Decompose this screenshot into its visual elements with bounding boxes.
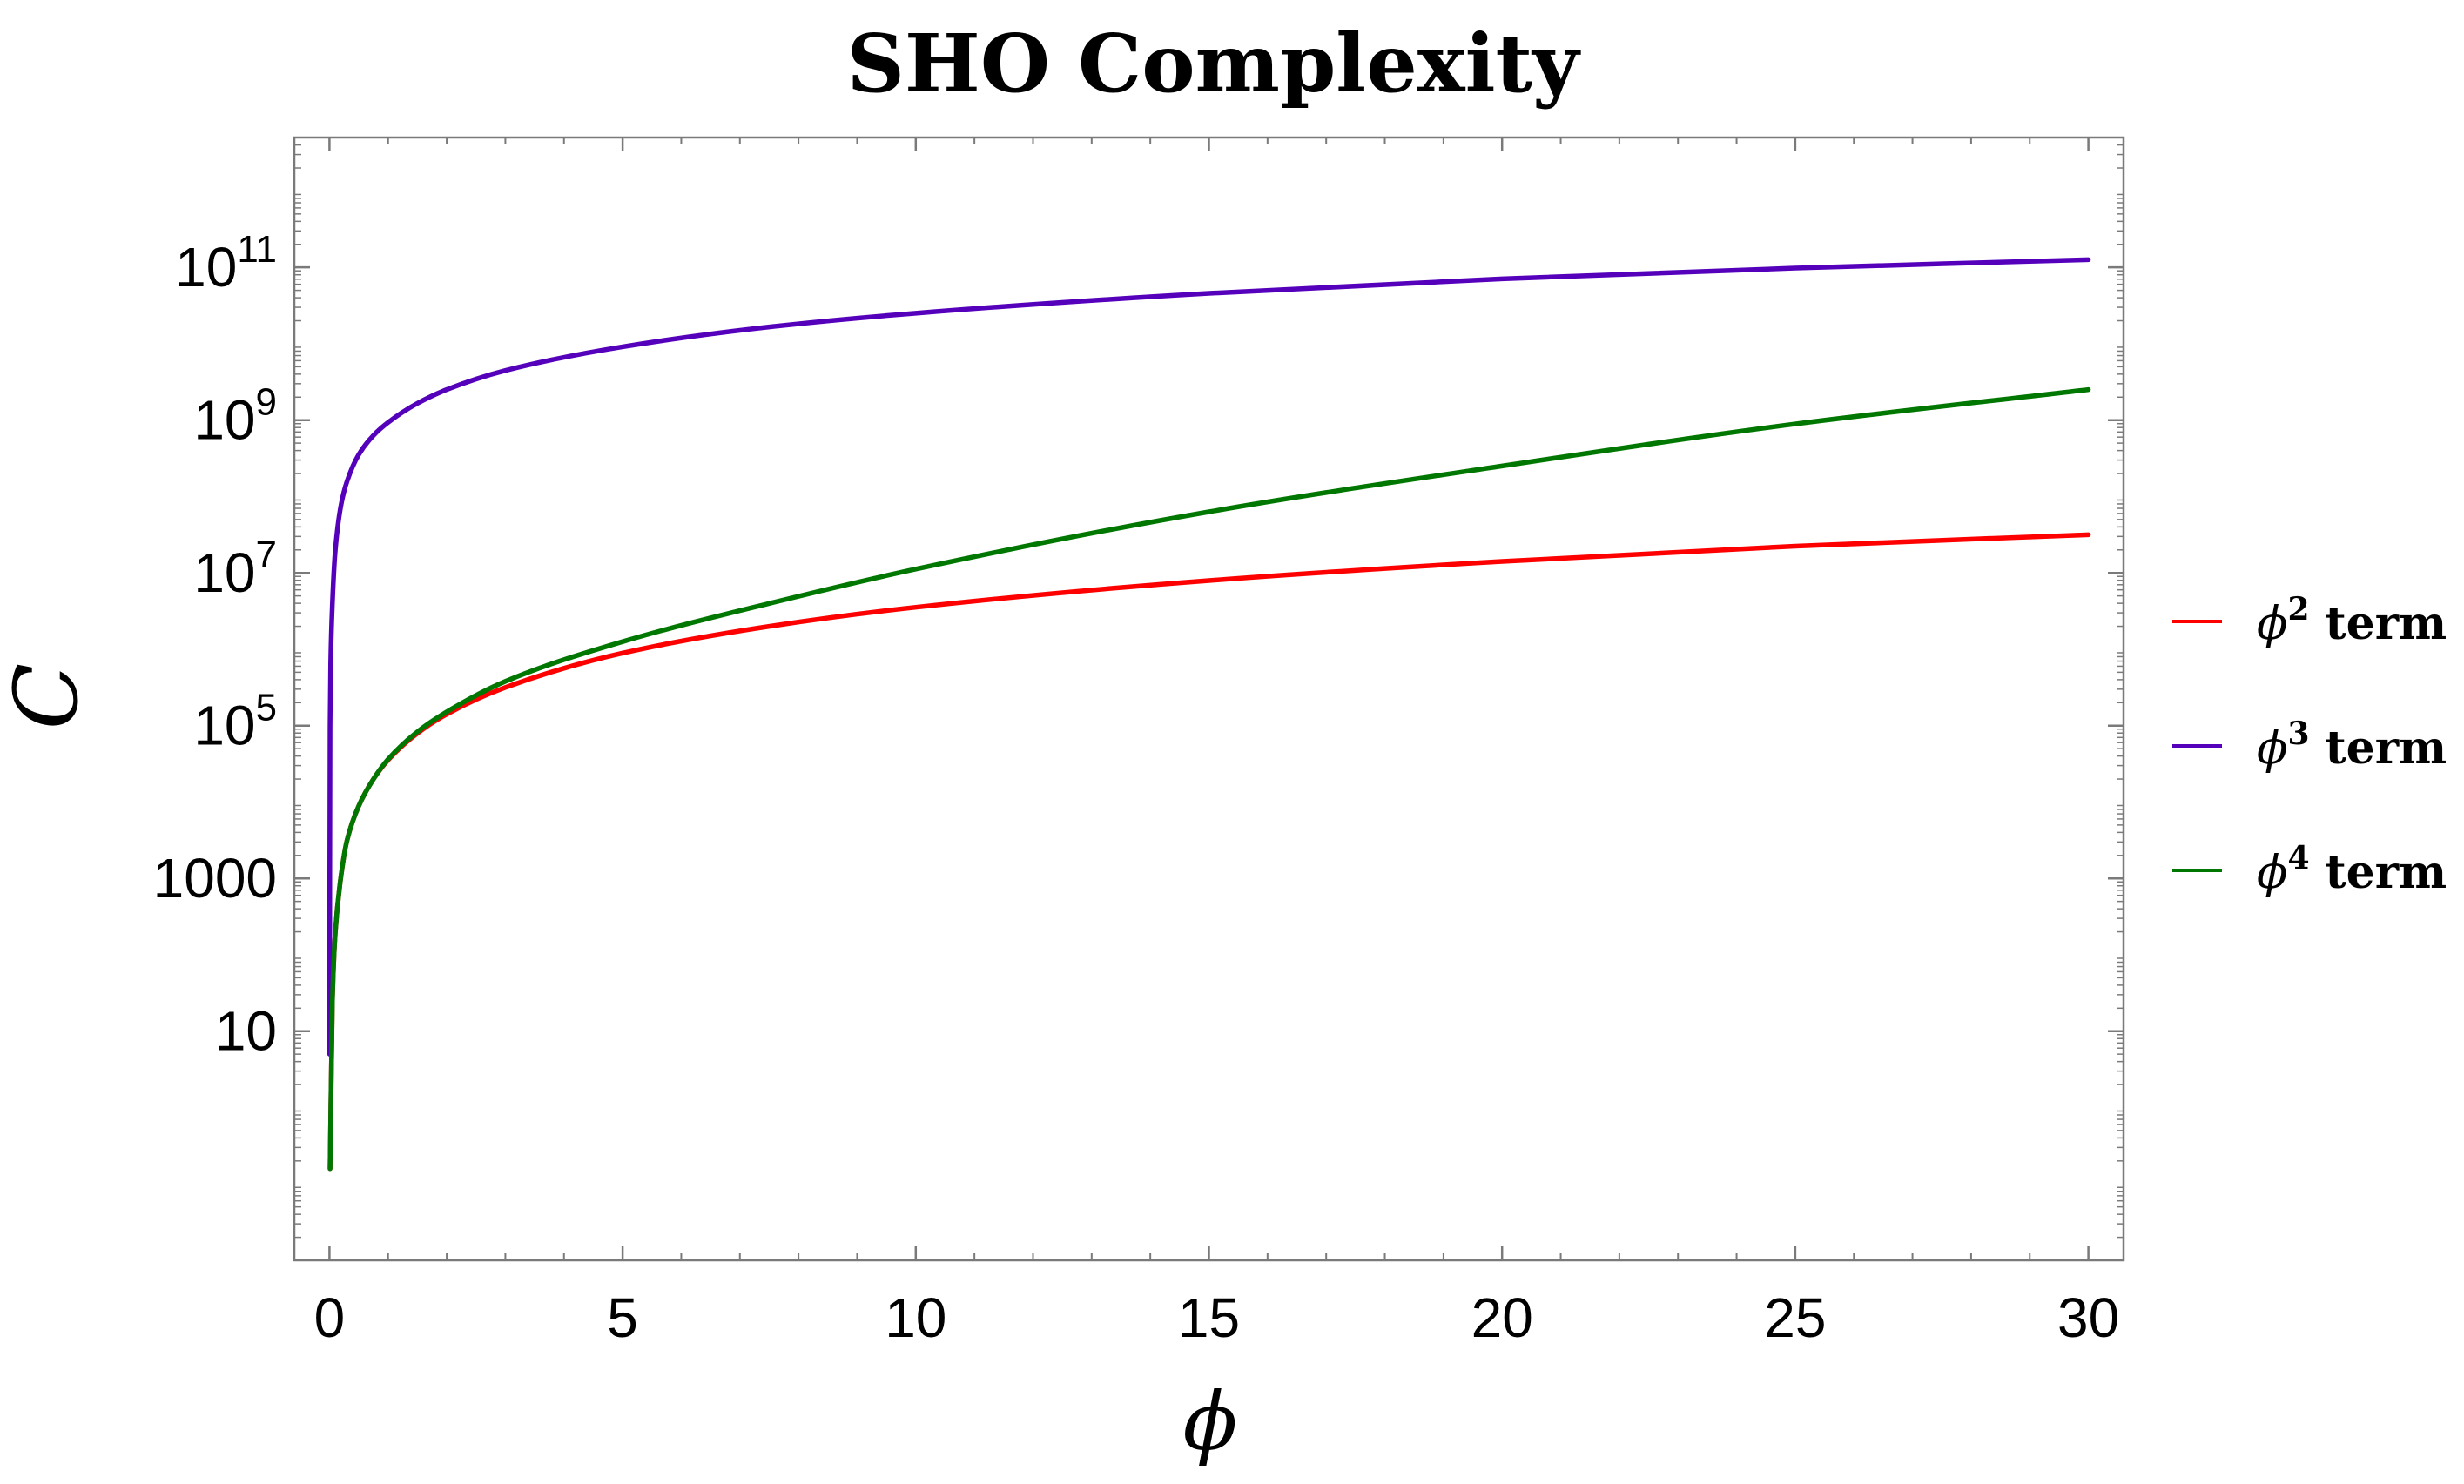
x-tick-label: 20 xyxy=(1471,1286,1533,1349)
series-line-2 xyxy=(327,532,2091,1172)
chart-title: SHO Complexity xyxy=(846,17,1581,111)
plot-frame xyxy=(293,136,2125,1262)
series-lines xyxy=(327,257,2091,1172)
y-tick-label: 105 xyxy=(193,687,277,757)
legend-entry-label: ϕ4 term xyxy=(2257,840,2447,899)
x-axis-ticks: 0 5 10 15 20 25 30 xyxy=(314,138,2119,1349)
x-axis-label: ϕ xyxy=(1183,1375,1238,1468)
series-line-4 xyxy=(327,386,2091,1172)
y-axis-label: C xyxy=(0,663,98,730)
y-tick-label: 10 xyxy=(215,1000,277,1063)
y-tick-label: 107 xyxy=(193,534,277,604)
minor-ticks xyxy=(294,137,2124,1260)
legend: ϕ2 term ϕ3 term ϕ4 term xyxy=(2172,591,2447,899)
y-tick-label: 1000 xyxy=(153,847,277,910)
x-tick-label: 10 xyxy=(885,1286,946,1349)
x-tick-label: 25 xyxy=(1764,1286,1826,1349)
x-tick-label: 5 xyxy=(607,1286,638,1349)
legend-entry-label: ϕ3 term xyxy=(2257,715,2447,775)
series-line-3 xyxy=(327,257,2091,1057)
y-tick-label: 109 xyxy=(193,381,277,452)
x-tick-label: 0 xyxy=(314,1286,346,1349)
x-tick-label: 30 xyxy=(2057,1286,2119,1349)
y-tick-label: 1011 xyxy=(175,228,277,299)
legend-entry-label: ϕ2 term xyxy=(2257,591,2447,650)
y-axis-ticks: 10 1000 105 107 109 1011 xyxy=(153,228,2124,1063)
x-tick-label: 15 xyxy=(1178,1286,1240,1349)
